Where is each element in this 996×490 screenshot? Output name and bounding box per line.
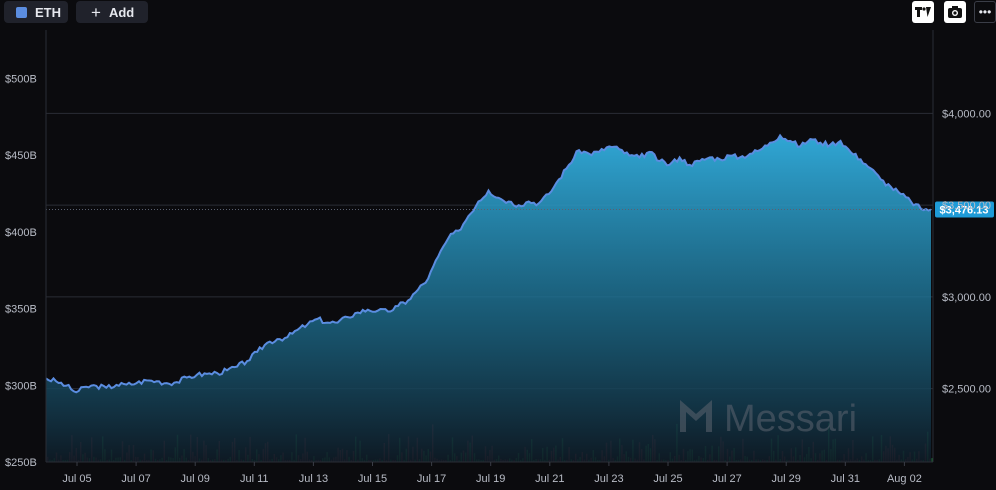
messari-watermark: Messari [680,398,857,440]
x-tick-label: Jul 15 [358,473,387,485]
plus-icon: + [91,2,101,22]
y-left-tick-label: $300B [5,380,37,392]
x-tick-label: Jul 13 [299,473,328,485]
tradingview-icon[interactable] [912,1,934,23]
y-right-tick-label: $3,500.00 [942,200,991,212]
add-asset-button[interactable]: + Add [76,1,148,23]
y-left-tick-label: $400B [5,227,37,239]
x-tick-label: Jul 27 [712,473,741,485]
x-tick-label: Jul 19 [476,473,505,485]
x-tick-label: Aug 02 [887,473,922,485]
y-left-tick-label: $450B [5,150,37,162]
y-right-tick-label: $2,500.00 [942,384,991,396]
last-price-label: $3,476.13 [940,205,989,217]
x-tick-label: Jul 17 [417,473,446,485]
x-tick-label: Jul 25 [653,473,682,485]
asset-label: ETH [35,4,61,20]
x-tick-label: Jul 21 [535,473,564,485]
volume-bar [931,458,933,462]
price-line [45,133,932,394]
y-right-tick-label: $3,000.00 [942,292,991,304]
x-tick-label: Jul 29 [772,473,801,485]
x-tick-label: Jul 11 [240,473,269,485]
last-price-line: $3,476.13 [46,201,994,218]
price-area [45,133,932,462]
x-tick-label: Jul 23 [594,473,623,485]
price-area-fill [46,135,931,462]
y-left-tick-label: $350B [5,304,37,316]
x-tick-label: Jul 09 [181,473,210,485]
last-price-label-bg [935,201,994,218]
y-left-tick-label: $250B [5,457,37,469]
asset-chip-eth[interactable]: ETH [4,1,68,23]
asset-color-swatch [16,6,27,18]
x-tick-label: Jul 31 [831,473,860,485]
add-label: Add [108,4,135,20]
y-right-tick-label: $4,000.00 [942,108,991,120]
x-tick-label: Jul 07 [121,473,150,485]
camera-icon[interactable] [944,1,966,23]
y-left-tick-label: $500B [5,73,37,85]
x-tick-label: Jul 05 [62,473,91,485]
toolbar: ETH + Add ••• [0,0,996,26]
messari-logo-mark [680,400,712,432]
messari-wordmark: Messari [724,398,857,440]
axes: $2,500.00 $3,000.00 $3,500.00 $4,000.00 $250… [5,30,991,485]
